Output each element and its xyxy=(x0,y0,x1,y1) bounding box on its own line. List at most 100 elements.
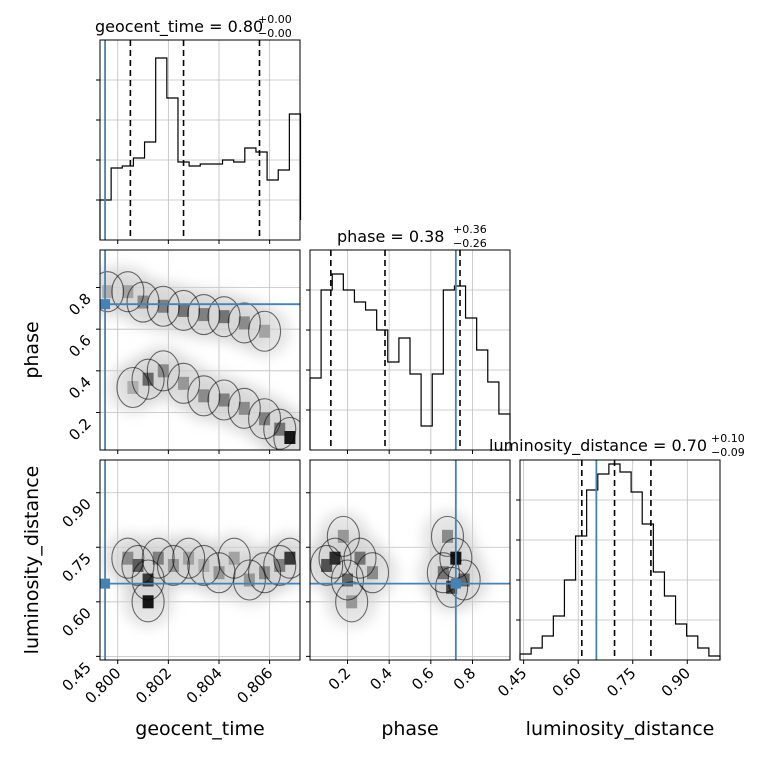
contour-2 xyxy=(330,559,365,601)
contour-4 xyxy=(166,289,201,331)
frame-geocent-time-hist xyxy=(99,39,301,241)
x-tick-label-luminosity-distance-2: 0.75 xyxy=(603,664,639,700)
contour-4 xyxy=(355,552,390,594)
panel-2d-geocent-time-phase: 0.2 0.4 0.6 0.8 xyxy=(65,249,301,454)
y-tick-label-phase-3: 0.8 xyxy=(65,290,95,320)
truth-marker xyxy=(450,578,461,589)
ylabel-phase: phase xyxy=(21,321,43,378)
xlabel-phase: phase xyxy=(381,718,438,740)
density-cell-7 xyxy=(437,566,449,580)
histogram-luminosity-distance xyxy=(519,463,721,660)
density-cell-17 xyxy=(274,422,286,436)
contour-11 xyxy=(146,350,180,392)
contour-8 xyxy=(248,310,282,352)
density-cell-0 xyxy=(102,285,114,299)
contour-3 xyxy=(131,581,165,623)
density-cell-12 xyxy=(178,376,190,390)
contour-5 xyxy=(326,515,360,557)
y-tick-label-luminosity-distance-3: 0.90 xyxy=(58,495,94,531)
density-cell-6 xyxy=(346,595,358,609)
x-tick-label-luminosity-distance-3: 0.90 xyxy=(658,664,694,700)
quantiles-luminosity-distance xyxy=(581,460,652,660)
histogram-step-phase xyxy=(309,273,511,450)
density-2d-geocent-time-phase xyxy=(100,265,300,450)
contour-1 xyxy=(111,271,145,313)
contour-2 xyxy=(126,281,160,323)
xlabel-luminosity-distance: luminosity_distance xyxy=(526,718,715,740)
truth-2d-geocent-time-phase xyxy=(100,250,300,450)
ticks-luminosity-distance-hist: 0.45 0.60 0.75 0.90 xyxy=(494,499,694,700)
truth-marker xyxy=(100,578,111,589)
contour-7 xyxy=(227,302,261,344)
contour-13 xyxy=(187,375,221,417)
contour-5 xyxy=(156,544,190,587)
contour-12 xyxy=(263,544,297,587)
y-tick-label-phase-0: 0.2 xyxy=(65,415,95,445)
density-halo-13 xyxy=(263,532,300,585)
x-tick-label-phase-0: 0.2 xyxy=(325,664,355,694)
density-cell-4 xyxy=(178,303,190,317)
density-cell-14 xyxy=(218,393,230,407)
contour-9 xyxy=(116,366,150,409)
contour-15 xyxy=(227,387,261,429)
density-cell-2 xyxy=(137,295,149,309)
contour-9 xyxy=(217,537,251,579)
panel-2d-phase-luminosity-distance: 0.2 0.4 0.6 0.8 xyxy=(306,459,511,694)
panel-hist-luminosity-distance: 0.45 0.60 0.75 0.90 luminosity_distance = 0… xyxy=(489,432,745,700)
density-cell-2 xyxy=(142,573,154,587)
contour-1 xyxy=(121,544,155,587)
density-cell-1 xyxy=(132,558,144,572)
ticks-phase-hist xyxy=(306,289,473,454)
x-tick-label-phase-2: 0.6 xyxy=(408,664,438,694)
density-cell-16 xyxy=(259,412,271,426)
truth-marker xyxy=(100,299,111,310)
contour-1 xyxy=(318,537,352,579)
contour-7 xyxy=(187,544,221,587)
y-tick-label-phase-1: 0.4 xyxy=(65,373,95,403)
frame-2d-geocent-time-phase xyxy=(99,249,301,451)
contour-11 xyxy=(430,515,465,557)
density-cell-5 xyxy=(337,529,349,543)
density-cell-5 xyxy=(198,308,210,322)
density-cell-3 xyxy=(142,595,154,609)
contour-18 xyxy=(273,416,300,450)
contour-6 xyxy=(172,537,206,579)
contour-2 xyxy=(131,559,165,601)
density-cell-11 xyxy=(157,364,169,378)
density-cell-3 xyxy=(157,299,169,313)
title-phase-sup: +0.36 xyxy=(453,223,487,236)
contour-10 xyxy=(447,559,481,601)
density-cell-13 xyxy=(198,389,210,403)
density-cell-9 xyxy=(228,551,240,565)
density-2d-phase-luminosity-distance xyxy=(310,510,491,628)
contour-4 xyxy=(141,537,175,579)
density-cell-15 xyxy=(238,401,250,415)
contour-5 xyxy=(187,294,221,336)
contour-11 xyxy=(248,552,282,594)
x-tick-label-luminosity-distance-0: 0.45 xyxy=(494,664,530,700)
ylabel-luminosity-distance: luminosity_distance xyxy=(21,466,43,655)
x-tick-label-luminosity-distance-1: 0.60 xyxy=(549,664,585,700)
y-tick-label-luminosity-distance-1: 0.60 xyxy=(58,604,94,640)
density-cell-3 xyxy=(354,551,366,565)
frame-phase-hist xyxy=(309,249,511,451)
density-cell-2 xyxy=(342,573,353,587)
density-cell-9 xyxy=(127,381,139,394)
x-tick-label-phase-1: 0.4 xyxy=(366,664,396,694)
histogram-phase xyxy=(309,273,511,450)
histogram-geocent-time xyxy=(99,57,302,240)
panel-hist-geocent-time: geocent_time = 0.80 +0.00 −0.00 xyxy=(95,13,302,244)
title-geocent-time: geocent_time = 0.80 xyxy=(95,17,263,37)
contour-7 xyxy=(426,552,460,594)
contour-0 xyxy=(310,544,344,587)
contour-16 xyxy=(248,398,282,440)
contour-0 xyxy=(100,271,125,313)
frame-luminosity-distance-hist xyxy=(519,459,721,661)
title-geocent-time-sub: −0.00 xyxy=(258,27,292,40)
title-phase-sub: −0.26 xyxy=(453,237,487,250)
density-cell-6 xyxy=(218,310,230,324)
density-2d-geocent-time-luminosity-distance xyxy=(101,532,300,628)
title-phase: phase = 0.38 xyxy=(337,227,444,246)
density-cell-7 xyxy=(238,316,250,330)
